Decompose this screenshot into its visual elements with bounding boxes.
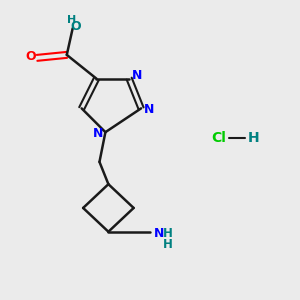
Text: N: N — [131, 69, 142, 82]
Text: Cl: Cl — [211, 131, 226, 145]
Text: N: N — [144, 103, 154, 116]
Text: H: H — [248, 131, 260, 145]
Text: H: H — [163, 227, 173, 240]
Text: O: O — [70, 20, 81, 33]
Text: H: H — [163, 238, 173, 251]
Text: N: N — [93, 127, 103, 140]
Text: H: H — [67, 15, 76, 25]
Text: O: O — [25, 50, 36, 63]
Text: N: N — [154, 227, 164, 240]
